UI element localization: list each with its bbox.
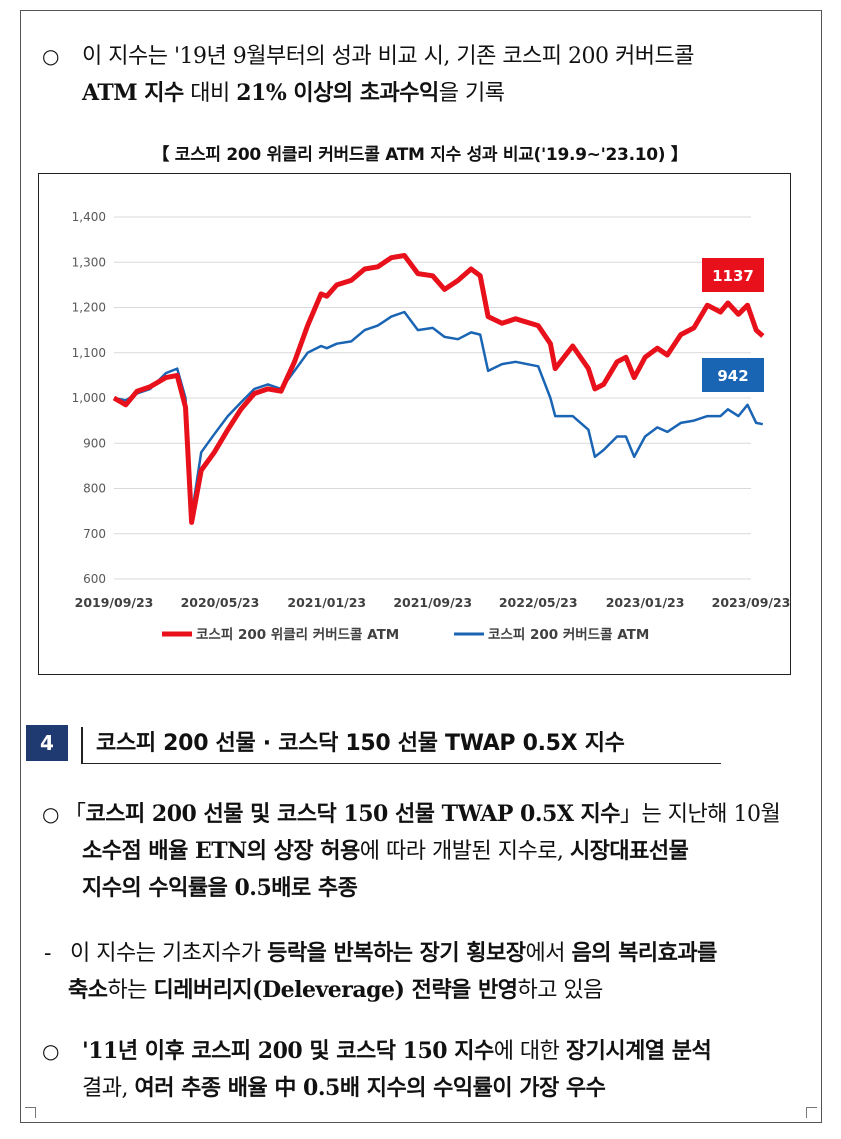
paragraph-line: 결과, 여러 추종 배율 中 0.5배 지수의 수익률이 가장 우수 xyxy=(82,1070,812,1107)
paragraph-index-intro: ○ 「코스피 200 선물 및 코스닥 150 선물 TWAP 0.5X 지수」… xyxy=(42,796,812,907)
x-tick-label: 2019/09/23 xyxy=(75,595,154,610)
bold-text: 축소 xyxy=(68,977,108,1003)
y-tick-label: 1,400 xyxy=(72,210,106,224)
bold-text: 소수점 배율 ETN의 상장 허용 xyxy=(82,838,360,864)
bold-text: 음의 복리효과를 xyxy=(571,940,717,966)
bold-text: 장기시계열 분석 xyxy=(565,1038,712,1064)
corner-mark xyxy=(25,1107,36,1118)
y-tick-label: 800 xyxy=(83,482,106,496)
paragraph-line: '11년 이후 코스피 200 및 코스닥 150 지수에 대한 장기시계열 분… xyxy=(82,1033,812,1070)
bold-text: 시장대표선물 xyxy=(569,838,689,864)
x-tick-label: 2020/05/23 xyxy=(181,595,260,610)
x-tick-label: 2023/01/23 xyxy=(606,595,685,610)
end-value-label: 1137 xyxy=(712,267,754,285)
y-tick-label: 1,300 xyxy=(72,255,106,269)
paragraph-deleverage: - 이 지수는 기초지수가 등락을 반복하는 장기 횡보장에서 음의 복리효과를… xyxy=(44,935,814,1009)
section-underline xyxy=(81,763,721,764)
paragraph-line: 축소하는 디레버리지(Deleverage) 전략을 반영하고 있음 xyxy=(68,972,814,1009)
section-divider xyxy=(81,727,83,763)
corner-mark xyxy=(806,1107,817,1118)
legend-label: 코스피 200 커버드콜 ATM xyxy=(488,626,649,643)
y-tick-label: 900 xyxy=(83,436,106,450)
legend-label: 코스피 200 위클리 커버드콜 ATM xyxy=(196,626,399,643)
text-span: 에 대한 xyxy=(493,1039,566,1064)
section-heading: 4 코스피 200 선물 · 코스닥 150 선물 TWAP 0.5X 지수 xyxy=(26,725,721,765)
text-span: 에서 xyxy=(525,941,572,966)
series-line xyxy=(113,310,764,517)
bold-text: 여러 추종 배율 中 0.5배 지수의 수익률이 가장 우수 xyxy=(134,1075,606,1101)
text-span: 에 따라 개발된 지수로, xyxy=(359,839,570,864)
page-frame xyxy=(20,10,822,1123)
y-tick-label: 1,200 xyxy=(72,301,106,315)
bold-text: 지수의 수익률을 0.5배로 추종 xyxy=(82,875,358,901)
x-tick-label: 2021/09/23 xyxy=(393,595,472,610)
paragraph-line: 지수의 수익률을 0.5배로 추종 xyxy=(82,870,812,907)
y-tick-label: 1,000 xyxy=(72,391,106,405)
x-tick-label: 2021/01/23 xyxy=(287,595,366,610)
text-span: 」는 지난해 10월 xyxy=(620,802,781,827)
text-span: 하는 xyxy=(107,978,154,1003)
text-span: 하고 있음 xyxy=(517,978,603,1003)
text-span: 을 기록 xyxy=(438,81,505,106)
paragraph-analysis: ○ '11년 이후 코스피 200 및 코스닥 150 지수에 대한 장기시계열… xyxy=(42,1033,812,1107)
bullet-circle: ○ xyxy=(42,802,59,826)
bold-text: 등락을 반복하는 장기 횡보장 xyxy=(267,940,526,966)
bold-text: ATM 지수 xyxy=(82,80,184,106)
dash-marker: - xyxy=(44,941,51,966)
bold-text: 코스피 200 선물 및 코스닥 150 선물 TWAP 0.5X 지수 xyxy=(85,801,621,827)
x-tick-label: 2023/09/23 xyxy=(712,595,790,610)
paragraph-line: 「코스피 200 선물 및 코스닥 150 선물 TWAP 0.5X 지수」는 … xyxy=(64,796,812,833)
paragraph-line: 이 지수는 기초지수가 등락을 반복하는 장기 횡보장에서 음의 복리효과를 xyxy=(70,935,814,972)
paragraph-line: 이 지수는 '19년 9월부터의 성과 비교 시, 기존 코스피 200 커버드… xyxy=(82,44,694,69)
section-title: 코스피 200 선물 · 코스닥 150 선물 TWAP 0.5X 지수 xyxy=(96,731,625,756)
text-span: 「 xyxy=(64,802,86,827)
section-number: 4 xyxy=(26,725,68,761)
paragraph-performance: ○ 이 지수는 '19년 9월부터의 성과 비교 시, 기존 코스피 200 커… xyxy=(42,38,812,112)
y-tick-label: 600 xyxy=(83,572,106,586)
end-value-label: 942 xyxy=(717,367,748,385)
chart-caption: 【 코스피 200 위클리 커버드콜 ATM 지수 성과 비교('19.9~'2… xyxy=(152,145,688,165)
paragraph-line: 소수점 배율 ETN의 상장 허용에 따라 개발된 지수로, 시장대표선물 xyxy=(82,833,812,870)
chart-container: 600 700 800 900 1,000 1,100 1,200 1,300 1,400 201… xyxy=(38,173,791,675)
x-tick-label: 2022/05/23 xyxy=(499,595,578,610)
y-tick-label: 700 xyxy=(83,527,106,541)
line-chart: 600 700 800 900 1,000 1,100 1,200 1,300 1,400 201… xyxy=(72,210,790,643)
bold-text: 코스피 200 및 코스닥 150 지수 xyxy=(191,1038,494,1064)
text-span: 결과, xyxy=(82,1076,135,1101)
y-tick-label: 1,100 xyxy=(72,346,106,360)
end-value-box xyxy=(702,358,764,392)
bullet-circle: ○ xyxy=(42,44,59,68)
series-line xyxy=(112,253,765,525)
bullet-circle: ○ xyxy=(42,1039,59,1063)
paragraph-line: ATM 지수 대비 21% 이상의 초과수익을 기록 xyxy=(82,75,812,112)
text-span: 이 지수는 기초지수가 xyxy=(70,941,268,966)
end-value-box xyxy=(702,258,764,292)
bold-text: 디레버리지(Deleverage) 전략을 반영 xyxy=(153,977,518,1003)
bold-text: '11년 이후 xyxy=(82,1038,192,1064)
bold-text: 21% 이상의 초과수익 xyxy=(236,80,439,106)
text-span: 대비 xyxy=(183,81,237,106)
